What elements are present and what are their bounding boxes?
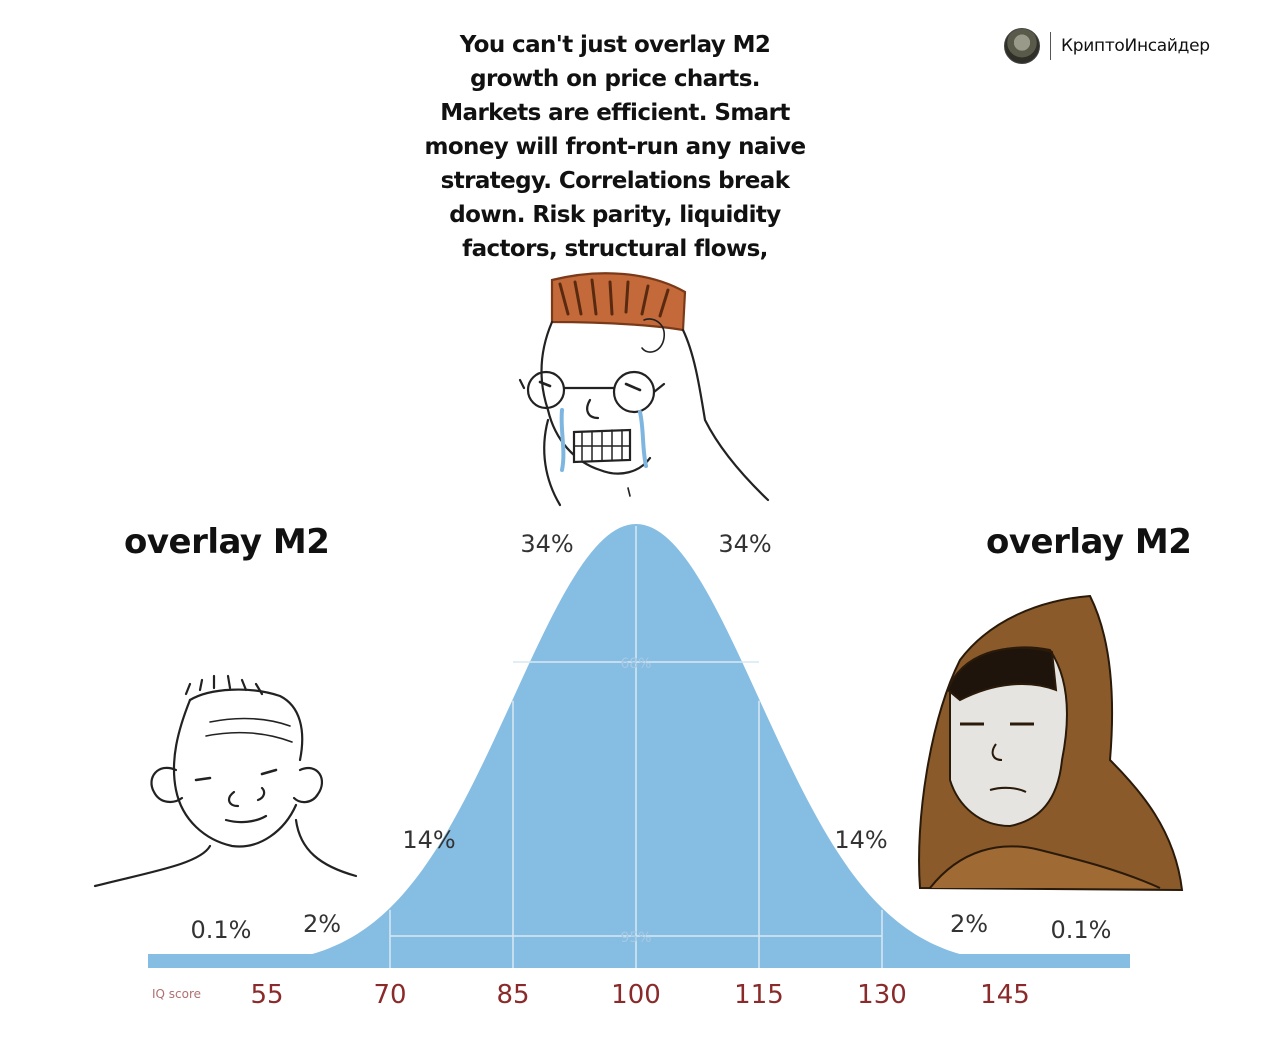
wojak-simple-face-icon <box>93 674 358 888</box>
band-percent-label: 14% <box>402 826 455 854</box>
brand-watermark: КриптоИнсайдер <box>1004 28 1210 64</box>
band-percent-label: 2% <box>950 910 988 938</box>
characters-layer <box>93 272 1184 892</box>
crying-wojak-glasses-icon <box>518 272 770 507</box>
band-percent-label: 2% <box>303 910 341 938</box>
chart-body: 68% 95% 0.1% 2% 14% 34% 34% 14% 2% 0.1% 55 70 85 100 1… <box>148 524 1130 1010</box>
brand-name: КриптоИнсайдер <box>1061 36 1210 56</box>
caption-line: growth on price charts. <box>470 66 760 92</box>
caption-line: strategy. Correlations break <box>440 168 790 194</box>
x-tick-label: 145 <box>980 980 1030 1010</box>
band-percent-label: 0.1% <box>191 916 252 944</box>
x-tick-label: 85 <box>496 980 529 1010</box>
band-percent-label: 0.1% <box>1051 916 1112 944</box>
x-tick-label: 55 <box>250 980 283 1010</box>
range-label: 95% <box>620 930 651 946</box>
range-label: 68% <box>620 656 651 672</box>
hooded-figure-icon <box>918 594 1184 892</box>
left-caption: overlay M2 <box>124 522 330 562</box>
caption-line: money will front-run any naive <box>424 134 806 160</box>
right-caption: overlay M2 <box>986 522 1192 562</box>
caption-line: down. Risk parity, liquidity <box>449 202 781 228</box>
bell-curve-area <box>148 524 1130 968</box>
profile-avatar-icon <box>1004 28 1040 64</box>
band-percent-label: 14% <box>834 826 887 854</box>
band-percent-label: 34% <box>718 530 771 558</box>
x-tick-label: 130 <box>857 980 907 1010</box>
caption-line: You can't just overlay M2 <box>459 32 771 58</box>
x-tick-label: 115 <box>734 980 784 1010</box>
x-axis-label: IQ score <box>152 987 201 1001</box>
brand-divider <box>1050 32 1051 60</box>
caption-line: Markets are efficient. Smart <box>440 100 790 126</box>
x-tick-label: 70 <box>373 980 406 1010</box>
x-tick-label: 100 <box>611 980 661 1010</box>
caption-line: factors, structural flows, <box>462 236 768 262</box>
band-percent-label: 34% <box>520 530 573 558</box>
